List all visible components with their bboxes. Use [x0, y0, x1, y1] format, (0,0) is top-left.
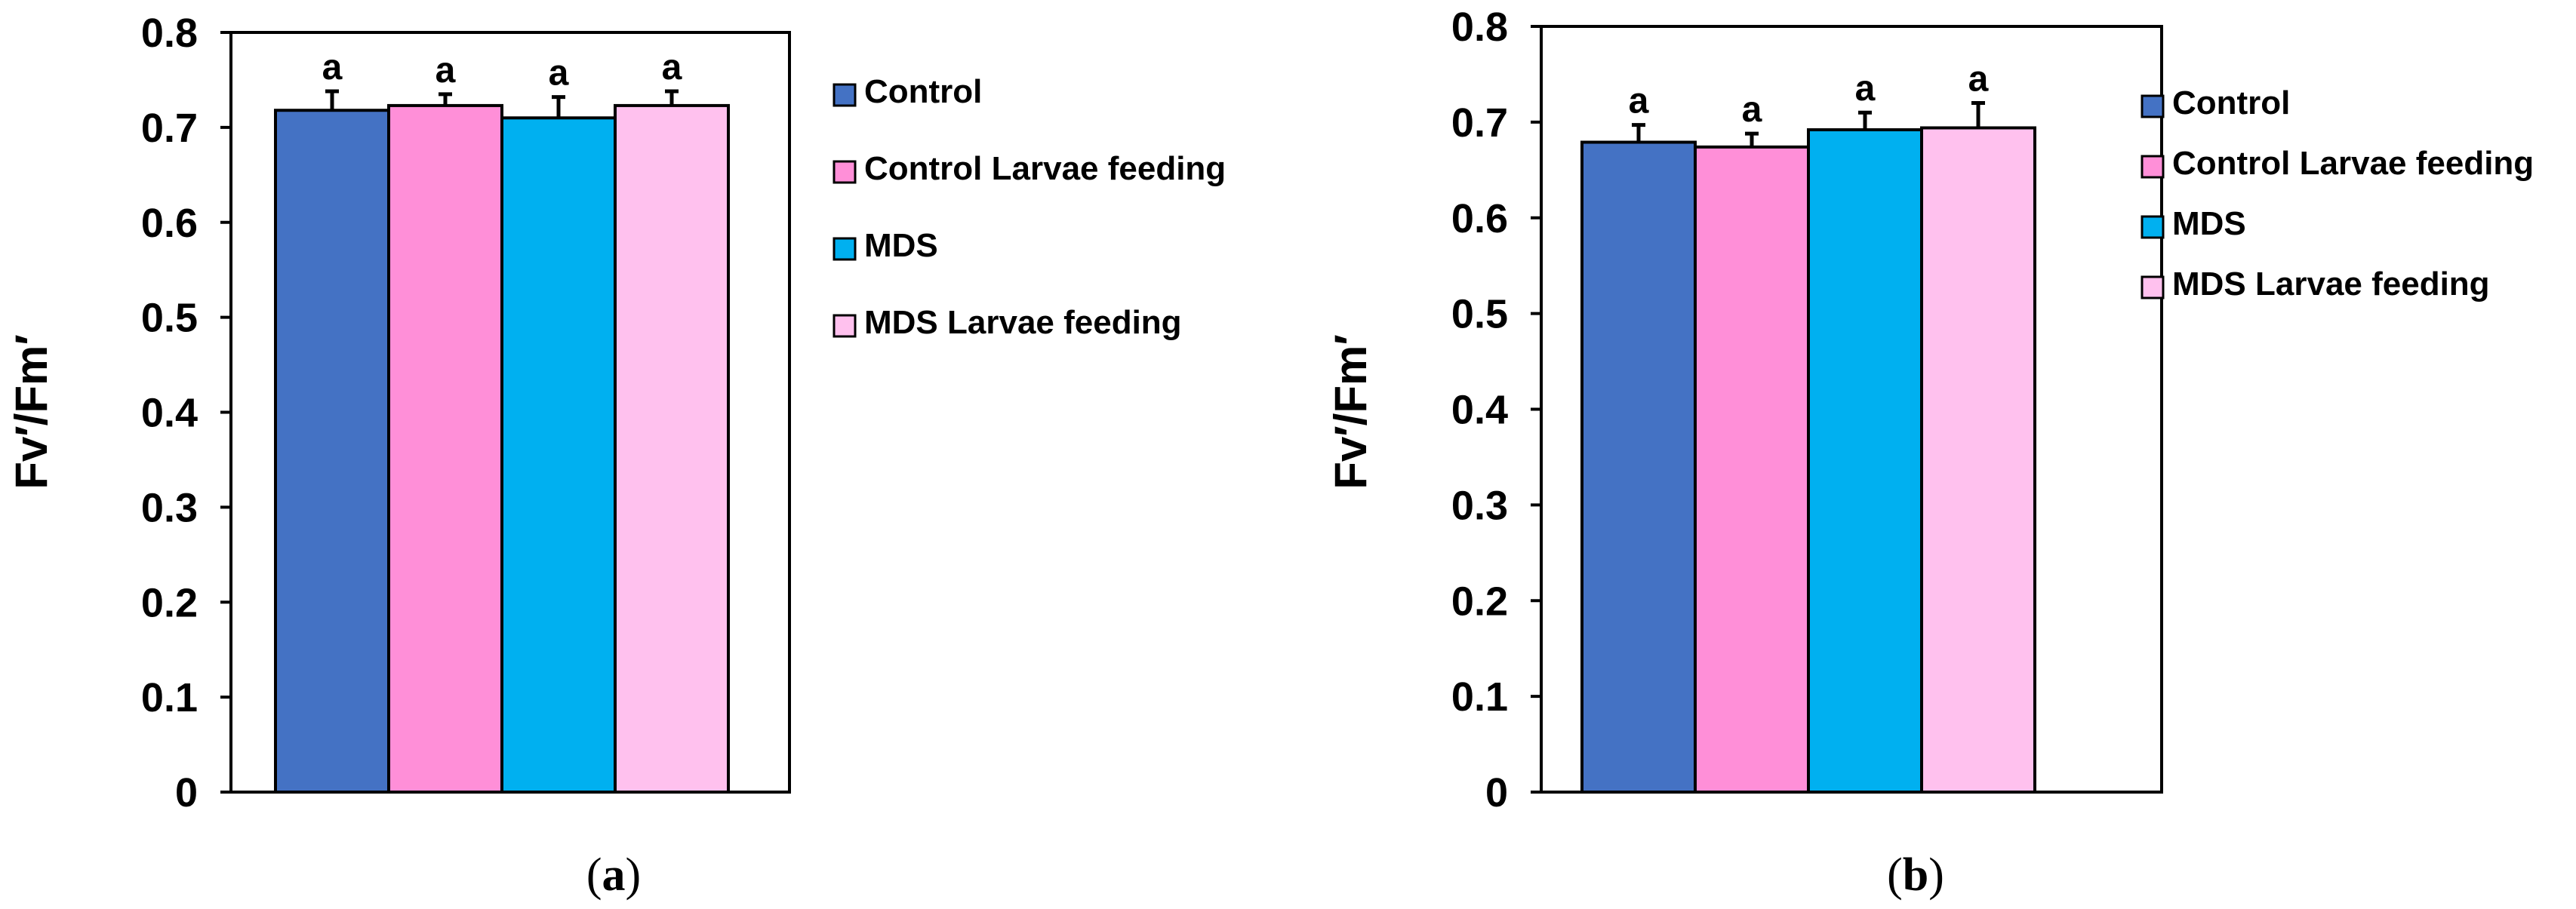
bar-a-2	[500, 116, 617, 794]
y-tick-label-b-4: 0.4	[1451, 388, 1508, 433]
y-tick-label-a-2: 0.2	[141, 580, 198, 625]
legend-a: Control Control Larvae feeding MDS MDS Larv…	[833, 73, 1226, 341]
y-tick-label-a-1: 0.1	[141, 675, 198, 720]
y-tick-label-a-7: 0.7	[141, 106, 198, 151]
bars-b: a aa a	[1580, 60, 2036, 794]
legend-label-a-3: MDS Larvae feeding	[864, 304, 1182, 341]
legend-label-b-0: Control	[2172, 84, 2290, 121]
y-tick-label-b-3: 0.3	[1451, 483, 1508, 528]
y-tick-label-a-6: 0.6	[141, 201, 198, 246]
y-tick-label-b-2: 0.2	[1451, 579, 1508, 624]
legend-swatch-b-2	[2141, 215, 2165, 239]
chart-panel-b: 0 0.1 0.2 0.3 0.4 0.5 0.6 0.7 0.8 a a a a Fv′/Fm′ C…	[1325, 5, 2534, 901]
y-tick-label-b-8: 0.8	[1451, 5, 1508, 50]
y-tick-label-a-3: 0.3	[141, 485, 198, 530]
y-axis-label-a: Fv′/Fm′	[6, 334, 57, 489]
significance-label-a-0: a	[322, 48, 343, 88]
bar-a-0	[274, 109, 390, 794]
bar-b-3	[1920, 126, 2036, 794]
y-tick-label-a-5: 0.5	[141, 296, 198, 341]
panel-label-a: (a)	[586, 849, 641, 901]
legend-label-b-2: MDS	[2172, 205, 2246, 242]
chart-panel-a: 0 0.1 0.2 0.3 0.4 0.5 0.6 0.7 0.8 a a a a Fv′/Fm′ C…	[6, 11, 1226, 901]
significance-label-b-2: a	[1855, 69, 1876, 109]
significance-label-a-2: a	[549, 54, 569, 94]
y-tick-label-b-5: 0.5	[1451, 292, 1508, 337]
bar-b-2	[1807, 128, 1923, 794]
y-tick-label-b-1: 0.1	[1451, 674, 1508, 720]
legend-swatch-a-0	[833, 83, 857, 107]
y-tick-label-a-4: 0.4	[141, 391, 198, 436]
significance-label-b-1: a	[1742, 90, 1762, 130]
significance-label-b-0: a	[1629, 81, 1649, 121]
legend-b: Control Control Larvae feeding MDS MDS Larv…	[2141, 84, 2534, 302]
legend-label-a-0: Control	[864, 73, 982, 110]
y-tick-label-a-8: 0.8	[141, 11, 198, 56]
bar-a-1	[387, 103, 503, 794]
legend-swatch-b-0	[2141, 94, 2165, 118]
legend-label-b-1: Control Larvae feeding	[2172, 145, 2534, 182]
panel-label-b: (b)	[1887, 849, 1944, 901]
legend-label-a-1: Control Larvae feeding	[864, 150, 1226, 187]
y-axis-label-b: Fv′/Fm′	[1325, 334, 1376, 489]
significance-label-b-3: a	[1968, 60, 1989, 100]
legend-swatch-a-2	[833, 237, 857, 261]
y-tick-label-b-0: 0	[1485, 770, 1508, 815]
legend-swatch-b-1	[2141, 155, 2165, 179]
bar-b-0	[1580, 140, 1697, 794]
y-tick-label-b-6: 0.6	[1451, 196, 1508, 241]
y-axis-b: 0 0.1 0.2 0.3 0.4 0.5 0.6 0.7 0.8	[1451, 5, 1541, 815]
y-tick-label-b-7: 0.7	[1451, 100, 1508, 146]
legend-swatch-a-1	[833, 160, 857, 184]
significance-label-a-3: a	[662, 48, 682, 88]
bar-b-1	[1694, 145, 1810, 794]
y-axis-a: 0 0.1 0.2 0.3 0.4 0.5 0.6 0.7 0.8	[141, 11, 231, 815]
legend-swatch-b-3	[2141, 275, 2165, 299]
y-tick-label-a-0: 0	[175, 770, 198, 815]
legend-label-a-2: MDS	[864, 227, 938, 264]
legend-swatch-a-3	[833, 314, 857, 338]
bar-a-3	[614, 103, 730, 794]
legend-label-b-3: MDS Larvae feeding	[2172, 266, 2490, 302]
significance-label-a-1: a	[435, 51, 456, 91]
